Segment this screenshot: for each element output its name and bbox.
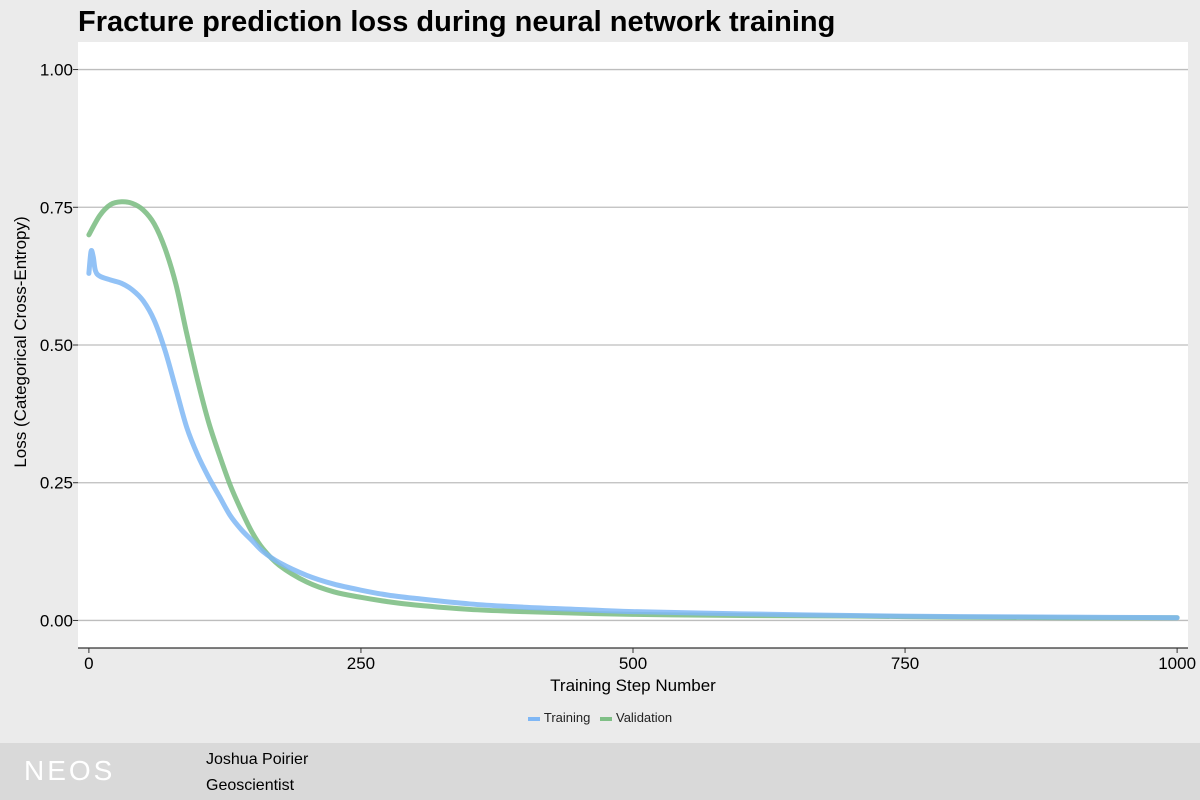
x-tick-label: 1000 — [1158, 654, 1196, 673]
legend-item-validation: Validation — [599, 710, 673, 726]
x-tick-label: 750 — [891, 654, 919, 673]
chart: 0 250 500 750 1000 0.00 0.25 0.50 0.75 1.00 Trai… — [11, 42, 1196, 695]
x-tick-label: 0 — [84, 654, 93, 673]
grid-lines — [78, 68, 1188, 622]
legend-label-validation: Validation — [615, 710, 673, 726]
y-tick-label: 0.50 — [40, 336, 73, 355]
neos-logo: NEOS — [24, 755, 116, 786]
x-axis-ticks: 0 250 500 750 1000 — [84, 648, 1196, 673]
legend-swatch-validation — [599, 716, 612, 721]
y-tick-label: 0.00 — [40, 611, 73, 630]
chart-title: Fracture prediction loss during neural n… — [78, 6, 836, 38]
y-axis-ticks: 0.00 0.25 0.50 0.75 1.00 — [40, 61, 78, 630]
x-tick-label: 500 — [619, 654, 647, 673]
legend-item-training: Training — [527, 710, 591, 726]
y-tick-label: 1.00 — [40, 61, 73, 80]
y-tick-label: 0.75 — [40, 198, 73, 217]
y-tick-label: 0.25 — [40, 474, 73, 493]
x-axis-label: Training Step Number — [550, 676, 716, 695]
y-axis-label: Loss (Categorical Cross-Entropy) — [11, 216, 30, 467]
author-name: Joshua Poirier — [206, 751, 309, 768]
x-tick-label: 250 — [347, 654, 375, 673]
legend-label-training: Training — [543, 710, 591, 726]
legend-swatch-training — [527, 716, 540, 721]
footer-bar: NEOS Joshua Poirier Geoscientist — [0, 743, 1200, 800]
series-line-training — [86, 248, 1180, 621]
author-role: Geoscientist — [206, 777, 295, 794]
series-lines — [86, 199, 1180, 621]
legend: Training Validation — [0, 709, 1200, 725]
